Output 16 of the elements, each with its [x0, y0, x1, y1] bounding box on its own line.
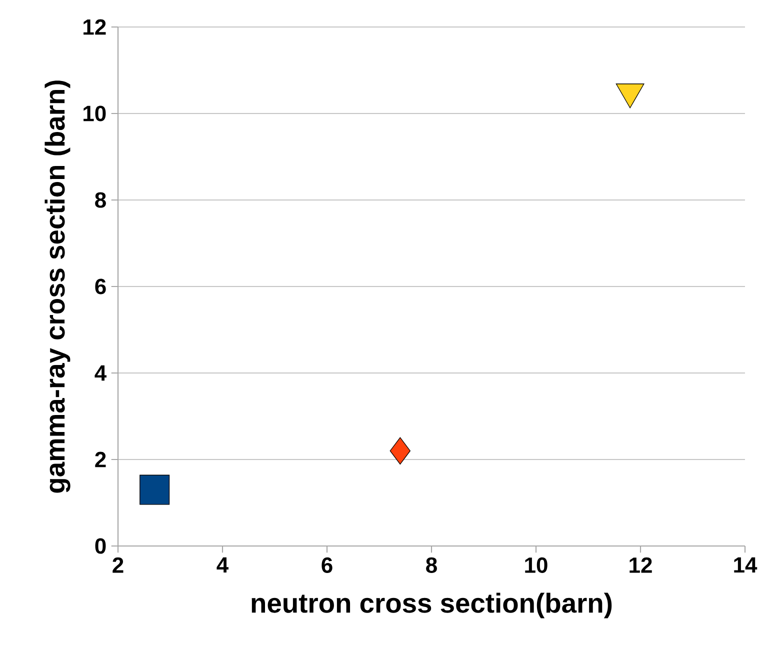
y-tick-label: 6 [95, 278, 106, 294]
x-tick-label: 14 [734, 557, 758, 573]
y-tick-label: 12 [84, 19, 106, 35]
y-tick-label: 2 [95, 452, 106, 468]
y-axis-title: gamma-ray cross section (barn) [44, 80, 70, 493]
y-tick-label: 8 [95, 192, 106, 208]
x-axis-title: neutron cross section(barn) [252, 592, 612, 618]
x-tick-label: 4 [216, 557, 228, 573]
y-tick-label: 10 [84, 106, 106, 122]
x-tick-label: 2 [112, 557, 124, 573]
x-tick-label: 10 [525, 557, 548, 573]
x-tick-label: 6 [322, 557, 332, 573]
y-tick-label: 4 [94, 365, 106, 381]
x-tick-label: 8 [426, 557, 437, 573]
x-tick-label: 12 [630, 557, 652, 573]
y-tick-label: 0 [95, 538, 106, 554]
